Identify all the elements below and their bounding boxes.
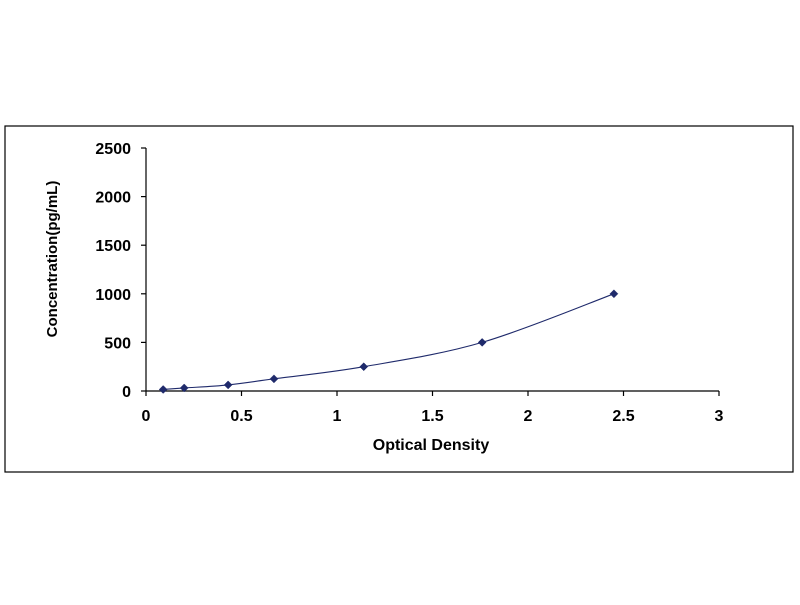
chart-axes: 0 500 1000 1500 2000 2500 0 0.5 1 1.5 2 2.5 3: [95, 141, 723, 425]
data-point: [179, 383, 189, 393]
y-tick-label: 1000: [95, 287, 131, 304]
x-tick-label: 0.5: [230, 408, 252, 425]
y-axis-label: Concentration(pg/mL): [44, 181, 61, 338]
x-axis-label: Optical Density: [373, 437, 490, 454]
points-layer: [158, 289, 619, 394]
data-point: [269, 374, 279, 384]
x-tick-label: 2: [524, 408, 533, 425]
x-tick-label: 3: [715, 408, 724, 425]
y-tick-label: 500: [104, 335, 131, 352]
y-tick-label: 1500: [95, 238, 131, 255]
x-tick-label: 2.5: [612, 408, 634, 425]
x-tick-label: 1: [333, 408, 342, 425]
chart-border: [4, 125, 794, 473]
y-tick-label: 0: [122, 384, 131, 401]
data-point: [223, 380, 233, 390]
data-point: [158, 385, 168, 394]
data-point: [359, 362, 369, 372]
y-tick-label: 2500: [95, 141, 131, 158]
x-tick-label: 1.5: [421, 408, 443, 425]
data-point: [609, 289, 619, 299]
y-tick-label: 2000: [95, 190, 131, 207]
data-point: [477, 338, 487, 347]
x-tick-label: 0: [142, 408, 151, 425]
